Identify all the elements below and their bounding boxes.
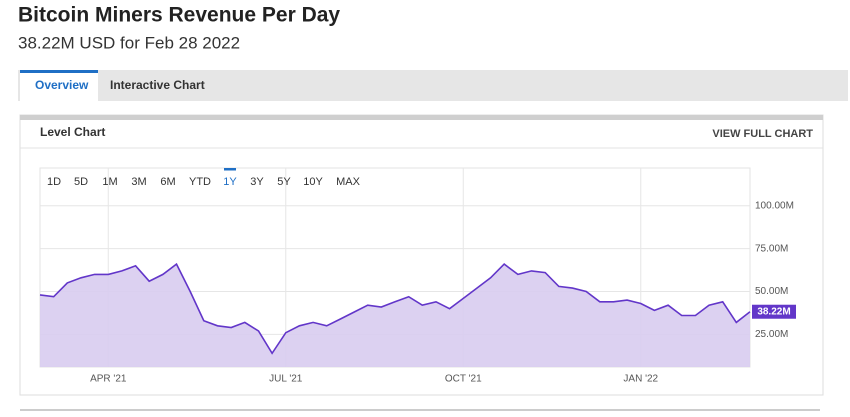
x-tick-label: APR '21: [90, 374, 127, 385]
range-button[interactable]: YTD: [189, 176, 211, 188]
value-label: 38.22M: [757, 306, 790, 317]
line: [39, 262, 751, 355]
x-tick-label: JUL '21: [269, 374, 303, 385]
view-full-chart[interactable]: VIEW FULL CHART: [712, 128, 813, 140]
page-title: Bitcoin Miners Revenue Per Day: [18, 4, 340, 27]
x-tick-label: OCT '21: [445, 374, 482, 385]
page-subtitle: 38.22M USD for Feb 28 2022: [18, 33, 240, 52]
tab-bar: [18, 70, 848, 101]
range-button[interactable]: 1M: [102, 176, 117, 188]
value-badge: [752, 304, 796, 319]
range-button[interactable]: 10Y: [303, 176, 323, 188]
range-button[interactable]: 3M: [131, 176, 146, 188]
tab-active-bg: [20, 70, 98, 101]
x-tick-label: JAN '22: [623, 374, 658, 385]
y-tick-label: 75.00M: [755, 243, 788, 254]
y-tick-label: 100.00M: [755, 200, 794, 211]
y-tick-label: 25.00M: [755, 329, 788, 340]
tab[interactable]: Interactive Chart: [110, 78, 205, 92]
chart: 25.00M 50.00M 75.00M 100.00M APR '21 JUL '21 O…: [39, 168, 796, 385]
range-button[interactable]: 5D: [74, 176, 88, 188]
panel-title: Level Chart: [40, 125, 105, 139]
range-active-indicator: [224, 168, 236, 171]
range-button[interactable]: 3Y: [250, 176, 264, 188]
tab-active-indicator: [20, 70, 98, 73]
range-button[interactable]: 1Y: [223, 176, 237, 188]
y-tick-label: 50.00M: [755, 286, 788, 297]
range-button[interactable]: 6M: [160, 176, 175, 188]
area: [40, 264, 750, 367]
range-button[interactable]: 5Y: [277, 176, 291, 188]
tab[interactable]: Overview: [35, 78, 89, 92]
range-button[interactable]: MAX: [336, 176, 361, 188]
range-button[interactable]: 1D: [47, 176, 61, 188]
panel-top-border: [20, 115, 823, 120]
